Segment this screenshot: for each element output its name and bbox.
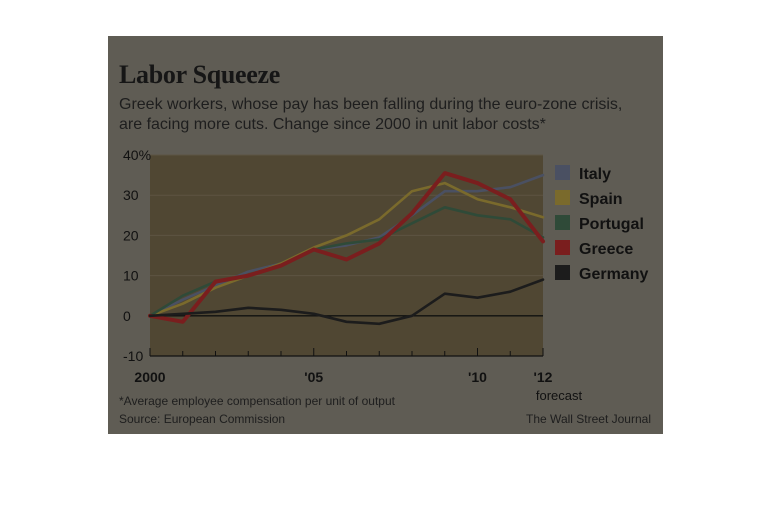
y-tick-label: 10 — [123, 268, 139, 284]
legend: Italy Spain Portugal Greece Germany — [555, 165, 648, 283]
legend-label-greece: Greece — [579, 241, 633, 258]
source-note: Source: European Commission — [119, 412, 286, 426]
series-line-italy — [148, 173, 545, 318]
x-tick-label: '10 — [468, 369, 487, 385]
legend-swatch-portugal — [555, 215, 570, 230]
series-line-greece — [148, 171, 545, 324]
legend-swatch-spain — [555, 190, 570, 205]
y-tick-label: 20 — [123, 227, 139, 243]
series-line-spain — [148, 181, 545, 318]
y-axis: -10 0 10 20 30 40% — [123, 147, 151, 364]
series-line-germany — [148, 278, 545, 326]
legend-label-portugal: Portugal — [579, 216, 644, 233]
forecast-label: forecast — [536, 388, 583, 403]
chart-title: Labor Squeeze — [119, 60, 281, 89]
legend-swatch-germany — [555, 265, 570, 280]
x-tick-label: '12 — [534, 369, 553, 385]
chart-subtitle: Greek workers, whose pay has been fallin… — [119, 96, 623, 133]
x-tick-label: 2000 — [134, 369, 165, 385]
x-tick-label: '05 — [304, 369, 323, 385]
legend-swatch-italy — [555, 165, 570, 180]
x-axis: 2000 '05 '10 '12 forecast — [134, 348, 583, 403]
legend-swatch-greece — [555, 240, 570, 255]
series-lines — [148, 171, 545, 326]
y-tick-label: 0 — [123, 308, 131, 324]
footnote: *Average employee compensation per unit … — [119, 394, 395, 408]
y-tick-label: -10 — [123, 348, 143, 364]
legend-label-spain: Spain — [579, 191, 623, 208]
y-tick-label: 30 — [123, 187, 139, 203]
publisher-credit: The Wall Street Journal — [526, 412, 651, 426]
legend-label-germany: Germany — [579, 266, 648, 283]
legend-label-italy: Italy — [579, 166, 611, 183]
y-tick-label: 40% — [123, 147, 151, 163]
